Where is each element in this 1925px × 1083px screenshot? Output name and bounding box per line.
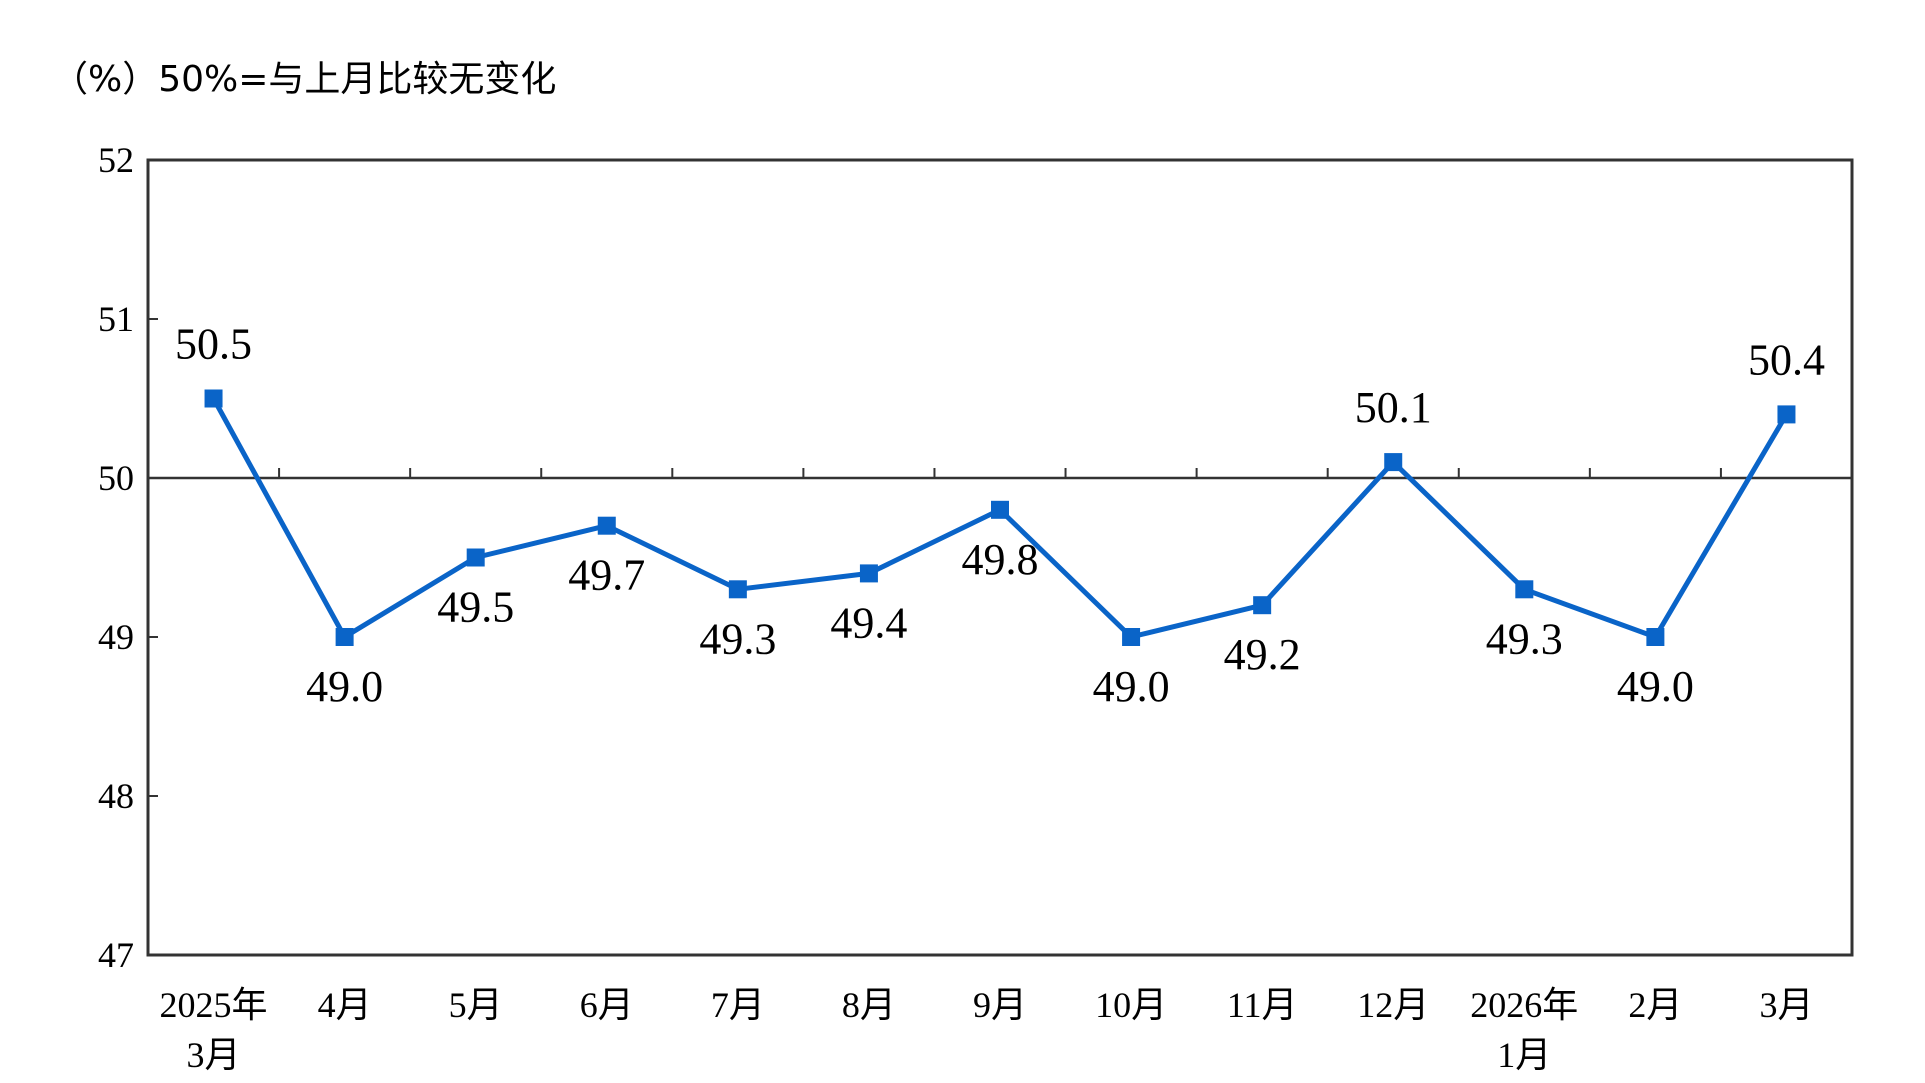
x-category-label: 2025年: [160, 985, 268, 1025]
x-category-label: 2026年: [1470, 985, 1578, 1025]
plot-area-frame: [146, 158, 1854, 957]
unit-note: （%）50%=与上月比较无变化: [52, 59, 557, 100]
data-point-marker: [335, 628, 354, 646]
x-category-label: 3月: [187, 1035, 241, 1075]
data-label: 49.0: [306, 662, 383, 711]
y-tick-label: 48: [98, 776, 134, 816]
data-point-marker: [1122, 628, 1141, 646]
data-point-marker: [1777, 405, 1796, 424]
data-point-marker: [466, 548, 485, 567]
y-tick-label: 51: [98, 299, 134, 339]
data-point-markers: [204, 389, 1796, 646]
x-axis-labels: 2025年 3月 4月 5月 6月 7月 8月 9月 10月 11月 12月 2026年 1月 2月 3月: [160, 985, 1814, 1075]
y-tick-label: 50: [98, 458, 134, 498]
data-point-marker: [728, 580, 747, 599]
data-point-marker: [859, 564, 878, 583]
data-label: 49.3: [699, 614, 776, 663]
y-tick-label: 49: [98, 617, 134, 657]
x-category-label: 5月: [449, 985, 503, 1025]
x-category-label: 12月: [1357, 985, 1429, 1025]
data-label: 49.5: [437, 583, 514, 632]
data-label: 49.8: [962, 535, 1039, 584]
data-label: 50.1: [1355, 383, 1432, 432]
data-label: 49.3: [1486, 614, 1563, 663]
data-point-marker: [991, 500, 1009, 519]
data-point-marker: [1384, 453, 1403, 472]
data-label: 50.4: [1748, 335, 1825, 384]
x-category-label: 6月: [580, 985, 634, 1025]
x-category-label: 10月: [1095, 985, 1167, 1025]
data-label: 49.0: [1093, 662, 1170, 711]
x-category-label: 7月: [711, 985, 765, 1025]
x-category-label: 4月: [318, 985, 372, 1025]
y-axis-ticks: 47 48 49 50 51 52: [98, 140, 158, 975]
x-category-label: 8月: [842, 985, 896, 1025]
data-point-marker: [1515, 580, 1534, 599]
x-category-label: 3月: [1759, 985, 1813, 1025]
x-category-label: 11月: [1227, 985, 1298, 1025]
data-label: 49.2: [1224, 630, 1301, 679]
y-tick-label: 52: [98, 140, 134, 180]
data-label: 49.7: [568, 551, 645, 600]
data-labels: 50.5 49.0 49.5 49.7 49.3 49.4 49.8 49.0 49.2 50.1…: [175, 320, 1825, 712]
data-point-marker: [1253, 596, 1272, 615]
x-category-label: 2月: [1628, 985, 1682, 1025]
data-point-marker: [597, 516, 616, 535]
data-label: 49.0: [1617, 662, 1694, 711]
y-tick-label: 47: [98, 935, 134, 975]
data-point-marker: [1646, 628, 1665, 646]
x-axis-ticks: [278, 468, 1722, 478]
data-label: 50.5: [175, 320, 252, 369]
x-category-label: 9月: [973, 985, 1027, 1025]
x-category-label: 1月: [1497, 1035, 1551, 1075]
data-point-marker: [204, 389, 223, 408]
data-label: 49.4: [830, 598, 907, 647]
